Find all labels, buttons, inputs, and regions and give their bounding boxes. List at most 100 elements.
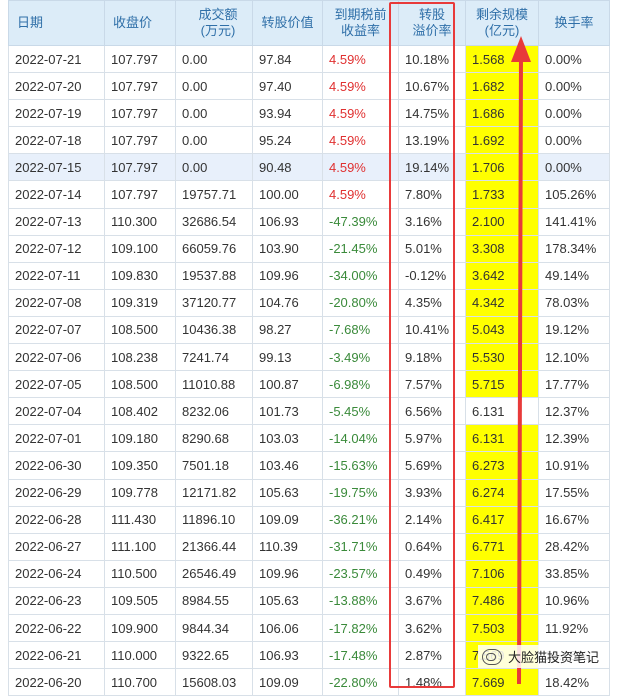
cell-conversion-value: 95.24 <box>252 126 323 155</box>
cell-ytm: -7.68% <box>322 315 399 345</box>
cell-ytm: -6.98% <box>322 370 399 399</box>
cell-conversion-premium: 3.16% <box>398 207 466 236</box>
table-row[interactable]: 2022-06-23 109.505 8984.55 105.63 -13.88% 3.6… <box>8 586 610 615</box>
cell-conversion-value: 103.46 <box>252 451 323 480</box>
cell-close-price: 107.797 <box>104 153 176 182</box>
table-row[interactable]: 2022-07-21 107.797 0.00 97.84 4.59% 10.18% 1.5… <box>8 44 610 74</box>
table-row[interactable]: 2022-07-14 107.797 19757.71 100.00 4.59% 7.80… <box>8 180 610 209</box>
cell-conversion-premium: 10.67% <box>398 72 466 101</box>
cell-conversion-premium: 2.14% <box>398 505 466 534</box>
cell-close-price: 108.402 <box>104 397 176 426</box>
cell-conversion-value: 93.94 <box>252 99 323 128</box>
cell-ytm: 4.59% <box>322 153 399 182</box>
table-row[interactable]: 2022-07-01 109.180 8290.68 103.03 -14.04% 5.9… <box>8 424 610 453</box>
cell-conversion-premium: 19.14% <box>398 153 466 182</box>
table-row[interactable]: 2022-06-30 109.350 7501.18 103.46 -15.63% 5.6… <box>8 451 610 480</box>
header-close-price[interactable]: 收盘价 <box>104 0 176 46</box>
cell-conversion-value: 97.84 <box>252 44 323 74</box>
table-row[interactable]: 2022-06-28 111.430 11896.10 109.09 -36.21% 2.… <box>8 505 610 534</box>
table-row[interactable]: 2022-07-11 109.830 19537.88 109.96 -34.00% -0… <box>8 261 610 290</box>
cell-conversion-premium: 10.41% <box>398 315 466 345</box>
cell-ytm: -15.63% <box>322 451 399 480</box>
cell-close-price: 109.319 <box>104 288 176 317</box>
header-date[interactable]: 日期 <box>8 0 105 46</box>
cell-date: 2022-07-20 <box>8 72 105 101</box>
table-row[interactable]: 2022-07-18 107.797 0.00 95.24 4.59% 13.19% 1.6… <box>8 126 610 155</box>
cell-remaining-scale: 4.342 <box>465 288 539 317</box>
cell-turnover-amount: 19757.71 <box>175 180 253 209</box>
table-row[interactable]: 2022-07-04 108.402 8232.06 101.73 -5.45% 6.56… <box>8 397 610 426</box>
cell-close-price: 110.700 <box>104 668 176 696</box>
cell-conversion-premium: 13.19% <box>398 126 466 155</box>
header-remaining-scale[interactable]: 剩余规模 (亿元) <box>465 0 539 46</box>
header-conversion-value[interactable]: 转股价值 <box>252 0 323 46</box>
cell-turnover-rate: 19.12% <box>538 315 610 345</box>
header-turnover-amount[interactable]: 成交额 (万元) <box>175 0 253 46</box>
cell-date: 2022-06-22 <box>8 613 105 643</box>
cell-date: 2022-07-21 <box>8 44 105 74</box>
header-ytm[interactable]: 到期税前 收益率 <box>322 0 399 46</box>
table-row[interactable]: 2022-06-29 109.778 12171.82 105.63 -19.75% 3.… <box>8 478 610 507</box>
cell-conversion-value: 104.76 <box>252 288 323 317</box>
cell-conversion-value: 105.63 <box>252 478 323 507</box>
table-row[interactable]: 2022-06-20 110.700 15608.03 109.09 -22.80% 1.… <box>8 668 610 696</box>
cell-date: 2022-07-18 <box>8 126 105 155</box>
cell-turnover-rate: 17.77% <box>538 370 610 399</box>
cell-date: 2022-07-05 <box>8 370 105 399</box>
cell-date: 2022-07-11 <box>8 261 105 290</box>
cell-turnover-amount: 7501.18 <box>175 451 253 480</box>
cell-conversion-premium: -0.12% <box>398 261 466 290</box>
cell-conversion-premium: 4.35% <box>398 288 466 317</box>
cell-remaining-scale: 1.682 <box>465 72 539 101</box>
table-row[interactable]: 2022-07-05 108.500 11010.88 100.87 -6.98% 7.5… <box>8 370 610 399</box>
cell-ytm: -23.57% <box>322 559 399 588</box>
cell-conversion-premium: 0.64% <box>398 532 466 561</box>
cell-conversion-premium: 0.49% <box>398 559 466 588</box>
cell-ytm: 4.59% <box>322 99 399 128</box>
cell-remaining-scale: 6.131 <box>465 397 539 426</box>
cell-close-price: 107.797 <box>104 126 176 155</box>
cell-date: 2022-07-14 <box>8 180 105 209</box>
table-row[interactable]: 2022-07-08 109.319 37120.77 104.76 -20.80% 4.… <box>8 288 610 317</box>
cell-conversion-value: 106.06 <box>252 613 323 643</box>
cell-turnover-amount: 8984.55 <box>175 586 253 615</box>
cell-ytm: -3.49% <box>322 343 399 372</box>
table-row[interactable]: 2022-07-19 107.797 0.00 93.94 4.59% 14.75% 1.6… <box>8 99 610 128</box>
cell-ytm: -22.80% <box>322 668 399 696</box>
cell-close-price: 107.797 <box>104 72 176 101</box>
cell-conversion-premium: 5.97% <box>398 424 466 453</box>
table-row[interactable]: 2022-06-27 111.100 21366.44 110.39 -31.71% 0.… <box>8 532 610 561</box>
cell-turnover-amount: 12171.82 <box>175 478 253 507</box>
cell-ytm: -36.21% <box>322 505 399 534</box>
cell-turnover-rate: 18.42% <box>538 668 610 696</box>
cell-conversion-value: 110.39 <box>252 532 323 561</box>
cell-turnover-rate: 11.92% <box>538 613 610 643</box>
table-row[interactable]: 2022-07-20 107.797 0.00 97.40 4.59% 10.67% 1.6… <box>8 72 610 101</box>
cell-conversion-value: 99.13 <box>252 343 323 372</box>
cell-date: 2022-06-27 <box>8 532 105 561</box>
header-conversion-premium[interactable]: 转股 溢价率 <box>398 0 466 46</box>
cell-conversion-premium: 14.75% <box>398 99 466 128</box>
cell-turnover-amount: 66059.76 <box>175 234 253 263</box>
table-row[interactable]: 2022-07-07 108.500 10436.38 98.27 -7.68% 10.4… <box>8 315 610 345</box>
table-row[interactable]: 2022-07-06 108.238 7241.74 99.13 -3.49% 9.18%… <box>8 343 610 372</box>
cell-turnover-amount: 9322.65 <box>175 641 253 670</box>
table-row[interactable]: 2022-06-22 109.900 9844.34 106.06 -17.82% 3.6… <box>8 613 610 643</box>
cell-turnover-amount: 21366.44 <box>175 532 253 561</box>
cell-turnover-rate: 12.39% <box>538 424 610 453</box>
table-row[interactable]: 2022-07-15 107.797 0.00 90.48 4.59% 19.14% 1.7… <box>8 153 610 182</box>
table-row[interactable]: 2022-06-24 110.500 26546.49 109.96 -23.57% 0.… <box>8 559 610 588</box>
cell-conversion-premium: 3.67% <box>398 586 466 615</box>
cell-turnover-amount: 10436.38 <box>175 315 253 345</box>
cell-turnover-rate: 78.03% <box>538 288 610 317</box>
cell-close-price: 111.100 <box>104 532 176 561</box>
table-row[interactable]: 2022-07-13 110.300 32686.54 106.93 -47.39% 3.… <box>8 207 610 236</box>
cell-remaining-scale: 7.486 <box>465 586 539 615</box>
table-row[interactable]: 2022-07-12 109.100 66059.76 103.90 -21.45% 5.… <box>8 234 610 263</box>
cell-turnover-amount: 0.00 <box>175 153 253 182</box>
cell-turnover-amount: 37120.77 <box>175 288 253 317</box>
header-turnover-rate[interactable]: 换手率 <box>538 0 610 46</box>
cell-close-price: 110.500 <box>104 559 176 588</box>
cell-remaining-scale: 5.715 <box>465 370 539 399</box>
cell-date: 2022-06-24 <box>8 559 105 588</box>
